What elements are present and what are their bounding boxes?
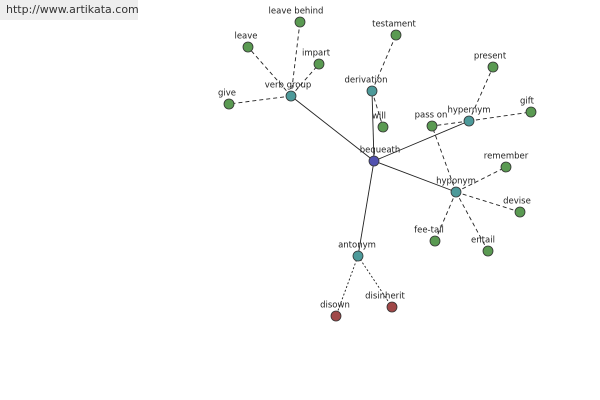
word-label[interactable]: hyponym <box>436 177 476 187</box>
word-label[interactable]: present <box>474 52 507 62</box>
word-node[interactable] <box>366 85 378 97</box>
edge <box>434 191 457 242</box>
word-label[interactable]: testament <box>372 20 416 30</box>
word-node[interactable] <box>482 245 494 257</box>
word-label[interactable]: entail <box>471 236 495 246</box>
edge <box>455 166 507 193</box>
word-label[interactable]: remember <box>484 152 529 162</box>
word-label[interactable]: gift <box>520 97 535 107</box>
edge <box>290 63 320 97</box>
edge <box>468 66 494 122</box>
site-url[interactable]: http://www.artikata.com <box>0 0 139 20</box>
word-label[interactable]: fee-tail <box>414 226 444 236</box>
edge <box>371 90 384 128</box>
word-label[interactable]: will <box>372 112 386 122</box>
word-node[interactable] <box>294 16 306 28</box>
word-node[interactable] <box>368 155 380 167</box>
word-node[interactable] <box>377 121 389 133</box>
edge <box>247 46 292 97</box>
word-label[interactable]: verb group <box>265 81 312 91</box>
word-label[interactable]: derivation <box>344 76 387 86</box>
word-node[interactable] <box>514 206 526 218</box>
edge <box>373 120 470 162</box>
word-node[interactable] <box>426 120 438 132</box>
edge <box>290 95 375 162</box>
word-node[interactable] <box>390 29 402 41</box>
word-node[interactable] <box>285 90 297 102</box>
edge <box>431 125 457 193</box>
edge <box>371 34 397 92</box>
word-label[interactable]: hypernym <box>447 106 490 116</box>
edge <box>373 160 457 193</box>
word-label[interactable]: devise <box>503 197 531 207</box>
word-node[interactable] <box>525 106 537 118</box>
edge <box>371 90 375 162</box>
edge <box>290 21 301 97</box>
word-node[interactable] <box>330 310 342 322</box>
edge <box>228 95 292 105</box>
word-node[interactable] <box>242 41 254 53</box>
word-node[interactable] <box>429 235 441 247</box>
word-node[interactable] <box>487 61 499 73</box>
word-label[interactable]: leave <box>234 32 257 42</box>
word-node[interactable] <box>463 115 475 127</box>
edge <box>357 160 375 257</box>
word-label[interactable]: pass on <box>415 111 448 121</box>
edge <box>335 255 359 317</box>
word-node[interactable] <box>352 250 364 262</box>
word-node[interactable] <box>386 301 398 313</box>
word-node[interactable] <box>223 98 235 110</box>
word-label[interactable]: antonym <box>338 241 376 251</box>
word-label[interactable]: disinherit <box>365 292 405 302</box>
edge <box>468 111 532 122</box>
word-node[interactable] <box>313 58 325 70</box>
word-label[interactable]: give <box>218 89 236 99</box>
edge <box>431 120 470 127</box>
word-node[interactable] <box>450 186 462 198</box>
word-label[interactable]: disown <box>320 301 350 311</box>
word-label[interactable]: bequeath <box>360 146 401 156</box>
word-label[interactable]: leave behind <box>269 7 324 17</box>
word-label[interactable]: impart <box>302 49 331 59</box>
word-node[interactable] <box>500 161 512 173</box>
